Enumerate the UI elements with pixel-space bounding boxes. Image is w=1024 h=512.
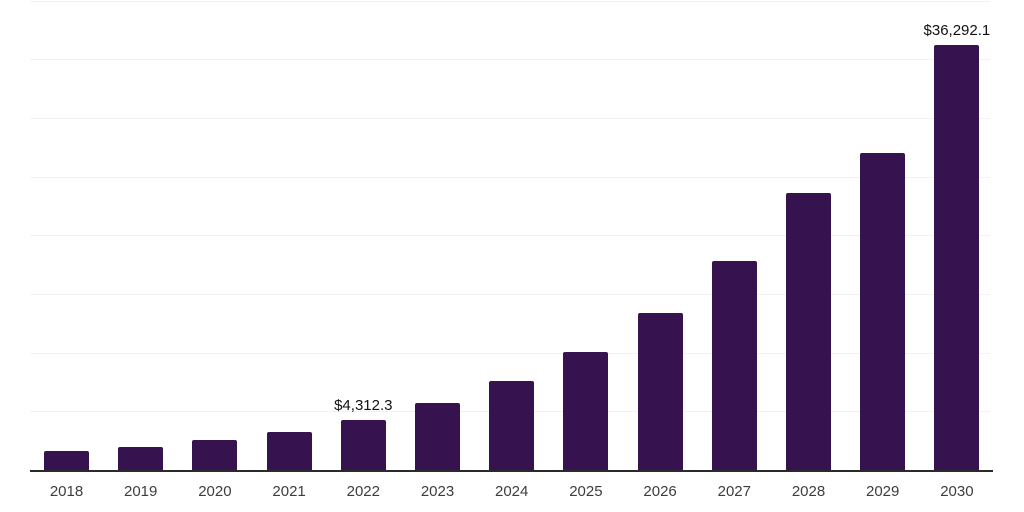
x-tick-label: 2024 [495, 483, 529, 500]
bar [637, 312, 683, 471]
x-tick-label: 2026 [643, 483, 677, 500]
bar [489, 380, 535, 471]
x-tick-label: 2023 [420, 483, 455, 500]
bar [934, 44, 980, 471]
gridline [30, 176, 990, 178]
bar [860, 152, 906, 471]
x-tick-label: 2021 [272, 483, 306, 500]
x-tick-label: 2018 [49, 483, 84, 500]
x-tick-label: 2030 [940, 483, 974, 500]
x-tick-label: 2029 [866, 483, 900, 500]
x-tick-label: 2022 [346, 483, 380, 500]
bar-value-label: $36,292.1 [923, 21, 991, 39]
gridline [30, 235, 990, 237]
x-tick-label: 2020 [198, 483, 232, 500]
bar-value-label: $4,312.3 [334, 396, 393, 414]
bar [266, 431, 312, 471]
gridline [30, 293, 990, 295]
bar [44, 450, 89, 471]
gridline [30, 352, 990, 354]
bar [192, 440, 238, 471]
bar [786, 192, 831, 471]
x-tick-label: 2019 [124, 483, 158, 500]
bar [711, 260, 757, 471]
bar [415, 403, 460, 471]
x-tick-label: 2028 [791, 483, 826, 500]
x-tick-label: 2027 [717, 483, 751, 500]
x-tick-label: 2025 [569, 483, 603, 500]
bar [563, 351, 609, 471]
bar [118, 446, 164, 471]
gridline [30, 117, 990, 119]
gridline [30, 0, 990, 2]
gridline [30, 59, 990, 61]
bar [340, 419, 386, 471]
x-axis-line [30, 469, 993, 472]
